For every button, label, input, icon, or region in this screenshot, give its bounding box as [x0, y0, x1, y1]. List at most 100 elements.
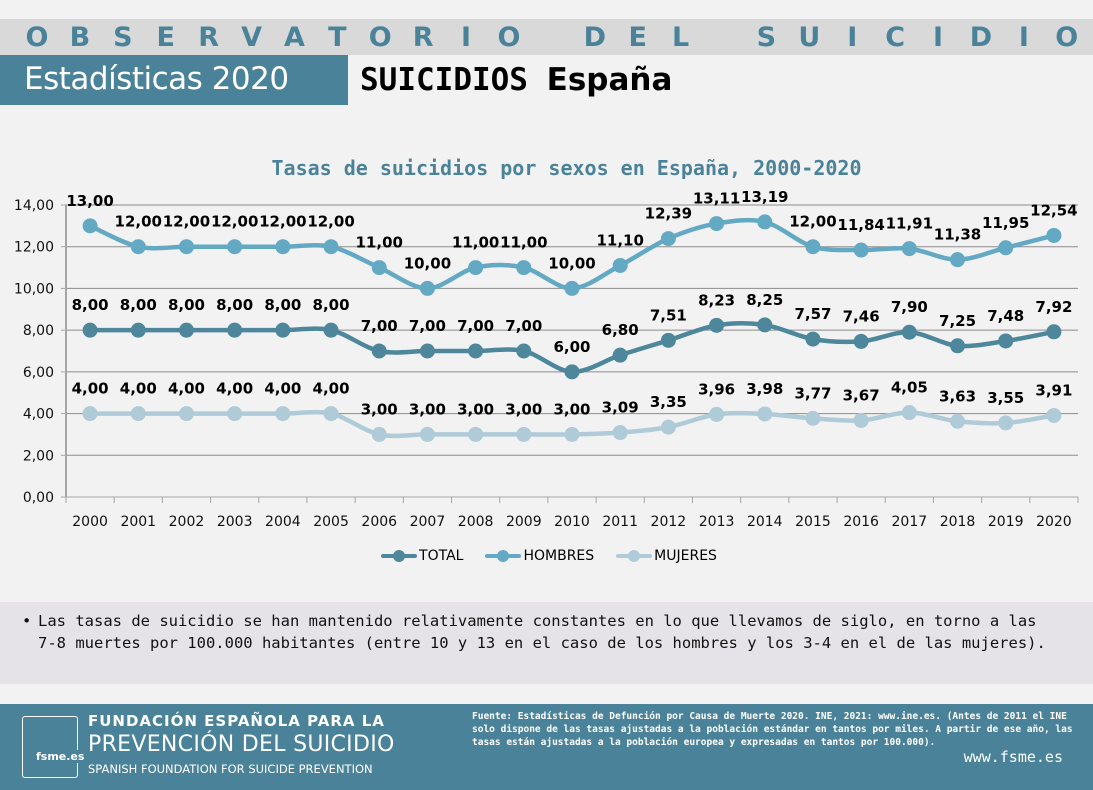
- y-tick-label: 12,00: [14, 240, 54, 256]
- y-tick-label: 14,00: [14, 198, 54, 214]
- data-point-hombres: [130, 239, 146, 255]
- data-label-mujeres: 3,63: [939, 387, 976, 405]
- observatorio-letter: A: [283, 21, 305, 53]
- org-name-line1: FUNDACIÓN ESPAÑOLA PARA LA: [88, 712, 385, 730]
- observatorio-letter: I: [461, 21, 472, 53]
- observatorio-letter: B: [69, 21, 91, 53]
- data-point-mujeres: [998, 415, 1014, 431]
- data-point-total: [468, 343, 484, 359]
- data-point-total: [419, 343, 435, 359]
- data-label-total: 8,00: [120, 296, 157, 314]
- x-tick-label: 2013: [699, 514, 735, 530]
- data-label-hombres: 12,39: [645, 205, 692, 223]
- x-tick-label: 2002: [169, 514, 205, 530]
- data-point-hombres: [853, 242, 869, 258]
- data-label-hombres: 11,00: [500, 234, 547, 252]
- data-point-hombres: [468, 260, 484, 276]
- page-title-part2: España: [546, 62, 673, 98]
- observatorio-letter: R: [198, 21, 220, 53]
- y-tick-label: 0,00: [23, 490, 54, 506]
- data-label-total: 7,00: [505, 317, 542, 335]
- x-tick-label: 2020: [1036, 514, 1072, 530]
- fsme-logo-icon: [22, 716, 78, 778]
- org-name-line2: PREVENCIÓN DEL SUICIDIO: [88, 732, 395, 757]
- data-label-mujeres: 4,00: [72, 380, 109, 398]
- data-point-total: [323, 322, 339, 338]
- line-chart: 0,00 2,00 4,00 6,00 8,00 10,00 12,00 14,00 2000 2…: [14, 188, 1079, 530]
- data-point-hombres: [757, 214, 773, 230]
- bullet-icon: •: [22, 612, 32, 630]
- x-tick-label: 2009: [506, 514, 542, 530]
- chart-legend: TOTAL HOMBRES MUJERES: [0, 548, 1093, 564]
- data-label-hombres: 11,84: [837, 216, 884, 234]
- data-point-hombres: [516, 260, 532, 276]
- y-tick-label: 6,00: [23, 365, 54, 381]
- data-label-mujeres: 4,05: [891, 379, 928, 397]
- data-point-mujeres: [660, 419, 676, 435]
- legend-marker-total-icon: [381, 549, 418, 563]
- org-name-line3: SPANISH FOUNDATION FOR SUICIDE PREVENTIO…: [88, 762, 373, 776]
- data-label-mujeres: 4,00: [120, 380, 157, 398]
- footer: fsme.es FUNDACIÓN ESPAÑOLA PARA LA PREVE…: [0, 704, 1093, 790]
- x-tick-label: 2005: [313, 514, 349, 530]
- x-tick-label: 2019: [988, 514, 1024, 530]
- data-point-total: [757, 317, 773, 333]
- data-label-total: 7,92: [1035, 298, 1072, 316]
- data-point-total: [660, 332, 676, 348]
- data-point-mujeres: [227, 406, 243, 422]
- data-point-hombres: [998, 240, 1014, 256]
- data-point-hombres: [901, 241, 917, 257]
- data-label-total: 7,00: [409, 317, 446, 335]
- data-point-hombres: [805, 239, 821, 255]
- observatorio-letter: S: [756, 21, 777, 53]
- data-label-mujeres: 3,00: [409, 400, 446, 418]
- data-label-hombres: 13,00: [66, 192, 113, 210]
- logo-domain-text: fsme.es: [34, 750, 87, 763]
- data-point-hombres: [612, 257, 628, 273]
- data-point-hombres: [709, 216, 725, 232]
- data-label-total: 7,00: [361, 317, 398, 335]
- header-band: [0, 19, 1093, 55]
- data-label-mujeres: 4,00: [313, 380, 350, 398]
- data-label-mujeres: 4,00: [168, 380, 205, 398]
- legend-label-total: TOTAL: [419, 548, 464, 564]
- data-label-mujeres: 3,98: [746, 380, 783, 398]
- data-label-hombres: 10,00: [548, 254, 595, 272]
- x-tick-label: 2014: [747, 514, 783, 530]
- data-label-total: 8,00: [313, 296, 350, 314]
- data-label-hombres: 11,95: [982, 214, 1029, 232]
- x-tick-label: 2003: [217, 514, 253, 530]
- data-point-mujeres: [853, 412, 869, 428]
- data-point-total: [805, 331, 821, 347]
- data-label-hombres: 10,00: [404, 254, 451, 272]
- data-label-hombres: 11,91: [886, 215, 933, 233]
- data-point-total: [998, 333, 1014, 349]
- data-point-hombres: [950, 252, 966, 268]
- data-label-mujeres: 4,00: [264, 380, 301, 398]
- data-label-total: 8,25: [746, 291, 783, 309]
- data-point-total: [1046, 324, 1062, 340]
- website-link[interactable]: www.fsme.es: [963, 748, 1063, 766]
- data-label-total: 8,00: [216, 296, 253, 314]
- observatorio-letter: I: [933, 21, 944, 53]
- observatorio-letter: S: [113, 21, 133, 53]
- data-point-mujeres: [805, 410, 821, 426]
- data-label-total: 7,57: [794, 305, 831, 323]
- data-label-total: 8,00: [72, 296, 109, 314]
- x-tick-label: 2001: [120, 514, 156, 530]
- data-label-total: 7,51: [650, 306, 687, 324]
- x-tick-label: 2008: [458, 514, 494, 530]
- data-label-hombres: 12,54: [1030, 201, 1077, 219]
- data-point-total: [275, 322, 291, 338]
- observatorio-letter: O: [497, 21, 521, 53]
- observatorio-letter: I: [847, 21, 858, 53]
- data-label-hombres: 12,00: [259, 213, 306, 231]
- data-point-total: [178, 322, 194, 338]
- data-label-mujeres: 4,00: [216, 380, 253, 398]
- x-tick-label: 2012: [651, 514, 687, 530]
- data-point-mujeres: [130, 406, 146, 422]
- data-label-hombres: 12,00: [789, 213, 836, 231]
- legend-item-hombres: HOMBRES: [485, 548, 594, 564]
- observatorio-letter: I: [1018, 21, 1029, 53]
- y-tick-label: 8,00: [23, 323, 54, 339]
